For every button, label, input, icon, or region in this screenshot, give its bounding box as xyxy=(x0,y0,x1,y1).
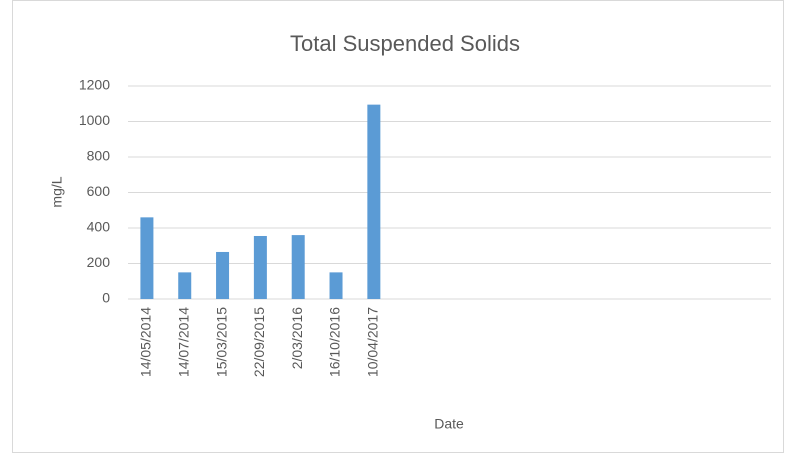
x-tick-label: 14/05/2014 xyxy=(138,307,154,377)
x-tick-label: 2/03/2016 xyxy=(289,307,305,369)
y-tick-label: 0 xyxy=(102,290,110,306)
bar xyxy=(367,104,381,299)
y-tick-label: 1200 xyxy=(79,77,110,93)
bar xyxy=(253,235,267,299)
x-tick-label: 16/10/2016 xyxy=(327,307,343,377)
bar xyxy=(178,272,192,299)
y-tick-label: 400 xyxy=(87,219,111,235)
bar xyxy=(216,251,230,299)
chart-title: Total Suspended Solids xyxy=(290,31,520,56)
y-axis-label: mg/L xyxy=(49,176,65,207)
x-tick-label: 10/04/2017 xyxy=(365,307,381,377)
x-axis-label: Date xyxy=(434,416,464,432)
bar xyxy=(329,272,343,299)
y-tick-label: 800 xyxy=(87,148,111,164)
x-tick-label: 22/09/2015 xyxy=(251,307,267,377)
y-tick-label: 1000 xyxy=(79,112,110,128)
x-tick-label: 14/07/2014 xyxy=(175,307,191,377)
x-tick-label: 15/03/2015 xyxy=(213,307,229,377)
y-tick-label: 600 xyxy=(87,183,111,199)
y-tick-label: 200 xyxy=(87,254,111,270)
bar xyxy=(140,217,154,299)
chart-border xyxy=(12,0,784,453)
bar xyxy=(291,235,305,299)
